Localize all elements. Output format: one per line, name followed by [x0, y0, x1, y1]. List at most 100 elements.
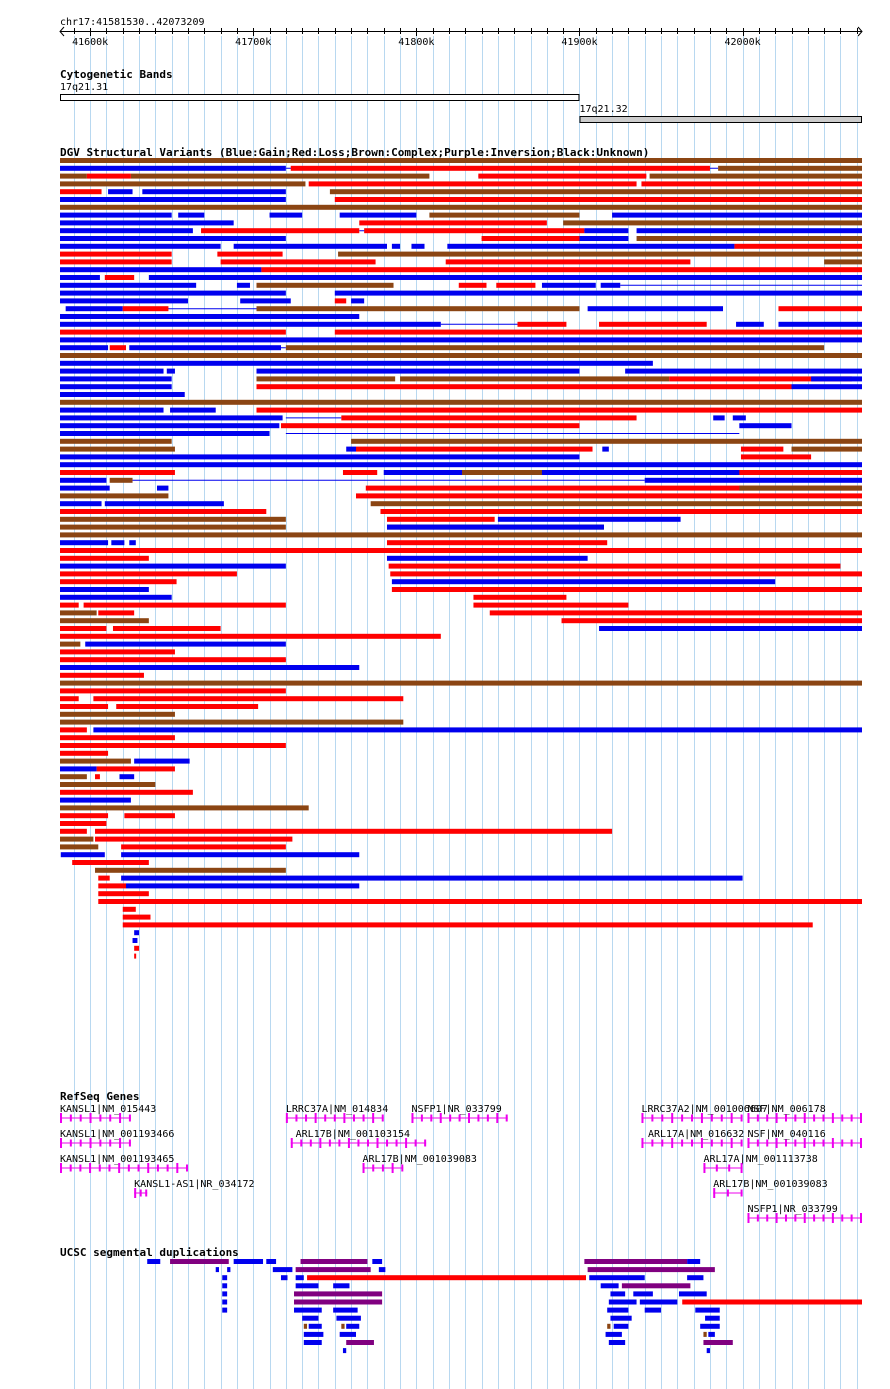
gene-label: ARL17B|NM_001103154: [296, 1129, 410, 1140]
gene-exon: [79, 1164, 82, 1172]
dgv-variant-loss: [496, 282, 536, 288]
dgv-variant-gain: [411, 243, 425, 249]
dgv-variant-loss: [201, 228, 360, 234]
segdup-track: [147, 1259, 862, 1354]
segdup-block-gain: [222, 1299, 228, 1305]
dgv-track: [60, 158, 863, 959]
segdup-block-gain: [222, 1307, 228, 1313]
gene-exon: [813, 1139, 816, 1147]
dgv-variant-gain: [60, 797, 131, 803]
dgv-variant-loss: [517, 321, 567, 327]
gene-label: ARL17B|NM_001039083: [363, 1154, 477, 1165]
dgv-variant-loss: [481, 236, 580, 241]
dgv-variant-gain: [599, 626, 862, 631]
dgv-variant-loss: [104, 275, 135, 280]
gene-exon: [831, 1138, 834, 1148]
dgv-variant-gain: [60, 165, 286, 171]
ruler-tick-label: 41900k: [561, 37, 597, 48]
gene-exon: [841, 1114, 844, 1122]
dgv-variant-loss: [83, 602, 286, 608]
dgv-variant-complex: [60, 158, 862, 163]
gene-exon: [290, 1138, 293, 1148]
gene-exon: [803, 1113, 806, 1123]
gene-exon: [747, 1113, 750, 1123]
gene-exon: [747, 1138, 750, 1148]
dgv-variant-complex: [351, 438, 862, 444]
dgv-variant-loss: [458, 282, 487, 288]
gene-label: LRRC37A2|NM_001006607: [641, 1104, 767, 1115]
gene-exon: [784, 1114, 787, 1122]
dgv-variant-gain: [778, 321, 862, 327]
dgv-variant-loss: [641, 181, 862, 187]
gene-exon: [128, 1114, 131, 1122]
gene-exon: [651, 1139, 654, 1147]
gene-exon: [713, 1188, 716, 1198]
gene-exon: [79, 1114, 82, 1122]
gene-exon: [822, 1139, 825, 1147]
gene-exon: [401, 1164, 404, 1172]
gene-exon: [710, 1139, 713, 1147]
segdup-block-inversion: [295, 1267, 371, 1273]
dgv-variant-gain: [625, 368, 862, 374]
dgv-variant-complex: [824, 259, 862, 265]
cytoband-track: 17q21.31 17q21.32: [60, 82, 862, 123]
dgv-variant-gain: [386, 555, 588, 561]
gene-exon: [850, 1114, 853, 1122]
dgv-variant-complex: [791, 446, 862, 452]
dgv-variant-gain: [60, 220, 234, 226]
dgv-variant-gain: [60, 368, 164, 374]
gene-exon: [661, 1114, 664, 1122]
gene-exon: [109, 1114, 112, 1122]
gene-exon: [486, 1114, 489, 1122]
segdup-block-loss: [682, 1299, 862, 1305]
gene-exon: [145, 1189, 148, 1197]
dgv-variant-loss: [380, 509, 417, 514]
dgv-variant-loss: [60, 571, 237, 577]
dgv-variant-loss: [60, 548, 862, 553]
segdup-block-gain: [706, 1348, 710, 1354]
dgv-variant-gain: [111, 540, 125, 546]
gene-exon: [147, 1163, 150, 1173]
gene-exon: [333, 1114, 336, 1122]
dgv-variant-complex: [60, 758, 131, 764]
dgv-variant-gain: [579, 470, 862, 475]
gene-exon: [300, 1139, 303, 1147]
dgv-variant-gain: [60, 298, 188, 304]
dgv-variant-gain: [170, 407, 216, 413]
dgv-variant-loss: [112, 626, 221, 631]
dgv-variant-gain: [60, 501, 102, 507]
segdup-block-gain: [610, 1315, 632, 1321]
dgv-variant-gain: [732, 415, 746, 421]
dgv-variant-gain: [60, 243, 221, 249]
dgv-variant-loss: [60, 688, 286, 694]
dgv-variant-complex: [60, 610, 97, 616]
gene-label: KANSL1|NM_015443: [60, 1104, 156, 1115]
gene-exon: [118, 1163, 121, 1173]
gene-exon: [756, 1114, 759, 1122]
dgv-variant-gain: [60, 407, 164, 413]
gene-exon: [784, 1139, 787, 1147]
dgv-variant-complex: [60, 805, 309, 811]
dgv-variant-gain: [736, 321, 764, 327]
segdup-block-inversion: [584, 1259, 688, 1264]
dgv-variant-gain: [579, 236, 629, 241]
gene-exon: [813, 1214, 816, 1222]
dgv-variant-loss: [93, 696, 404, 702]
segdup-block-gain: [608, 1340, 626, 1345]
dgv-variant-gain: [60, 485, 110, 491]
gene-exon: [166, 1164, 169, 1172]
gene-exon: [411, 1113, 414, 1123]
dgv-variant-gain: [447, 243, 735, 249]
dgv-variant-gain: [126, 883, 360, 889]
gene-exon: [391, 1163, 394, 1173]
gene-label: KANSL1|NM_001193465: [60, 1154, 174, 1165]
segdup-block-gain: [346, 1323, 360, 1329]
segdup-block-gain: [687, 1259, 701, 1264]
dgv-variant-loss: [95, 828, 613, 834]
dgv-variant-gain: [129, 540, 136, 546]
segdup-block-gain: [222, 1275, 228, 1281]
dgv-variant-loss: [134, 945, 140, 951]
dgv-variant-loss: [364, 228, 585, 234]
dgv-variant-loss: [217, 251, 283, 257]
gene-exon: [357, 1139, 360, 1147]
